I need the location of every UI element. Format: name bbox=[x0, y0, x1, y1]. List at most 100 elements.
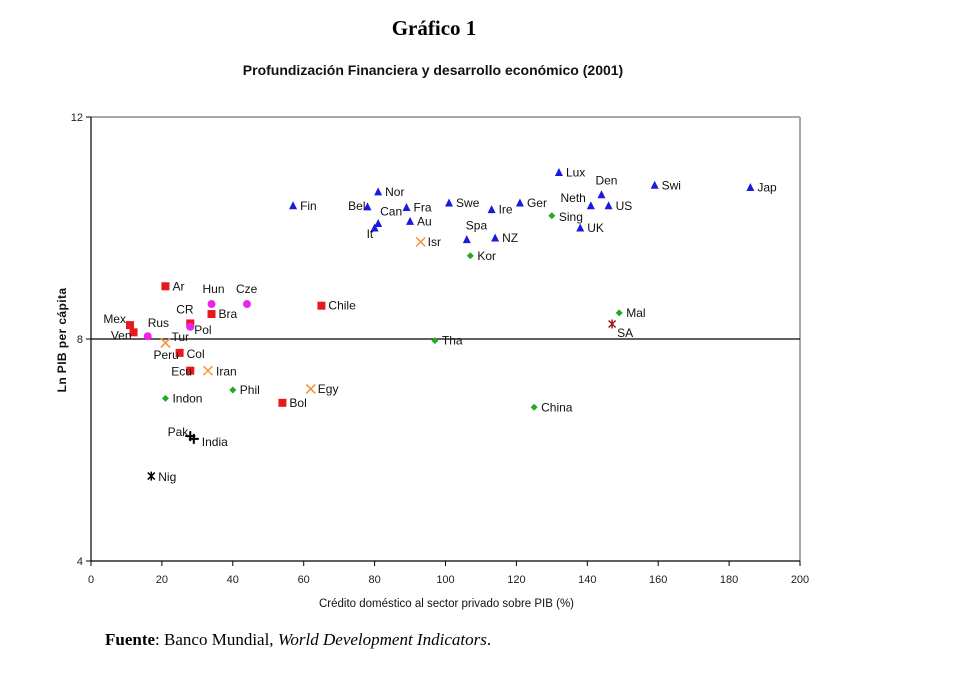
point-label-swi: Swi bbox=[662, 178, 681, 192]
point-label-tur: Tur bbox=[171, 330, 189, 344]
x-tick-label: 60 bbox=[298, 574, 310, 586]
point-neth bbox=[586, 201, 595, 210]
source-text: : Banco Mundial, bbox=[155, 630, 278, 649]
point-tha bbox=[431, 337, 439, 345]
point-mex bbox=[125, 321, 134, 330]
point-ar bbox=[161, 282, 170, 291]
x-tick-label: 120 bbox=[507, 574, 525, 586]
point-au bbox=[406, 216, 415, 225]
point-label-cze: Cze bbox=[236, 282, 258, 296]
point-label-nz: NZ bbox=[502, 231, 518, 245]
point-label-china: China bbox=[541, 400, 573, 414]
point-label-pak: Pak bbox=[168, 425, 190, 439]
point-label-tha: Tha bbox=[442, 334, 463, 348]
point-label-fra: Fra bbox=[414, 200, 432, 214]
y-axis-title: Ln PIB per cápita bbox=[55, 288, 69, 393]
point-label-nor: Nor bbox=[385, 185, 404, 199]
point-label-nig: Nig bbox=[158, 470, 176, 484]
point-label-india: India bbox=[202, 435, 228, 449]
point-pol bbox=[186, 322, 195, 331]
point-sing bbox=[548, 212, 556, 220]
point-china bbox=[530, 403, 538, 411]
point-label-bel: Bel bbox=[348, 199, 365, 213]
point-label-egy: Egy bbox=[318, 382, 339, 396]
point-hun bbox=[207, 300, 216, 309]
source-label: Fuente bbox=[105, 630, 156, 649]
point-label-iran: Iran bbox=[216, 365, 237, 379]
point-label-sing: Sing bbox=[559, 210, 583, 224]
point-label-bol: Bol bbox=[289, 396, 306, 410]
point-label-bra: Bra bbox=[219, 307, 238, 321]
chart-title: Profundización Financiera y desarrollo e… bbox=[242, 62, 624, 78]
point-label-mex: Mex bbox=[103, 312, 126, 326]
point-bel bbox=[363, 202, 372, 211]
point-col bbox=[175, 348, 184, 357]
point-label-ger: Ger bbox=[527, 196, 547, 210]
point-chile bbox=[317, 301, 326, 310]
point-jap bbox=[746, 182, 755, 191]
point-ger bbox=[515, 198, 524, 207]
point-label-au: Au bbox=[417, 214, 432, 228]
x-tick-label: 200 bbox=[791, 574, 809, 586]
point-nig bbox=[147, 471, 156, 481]
point-label-fin: Fin bbox=[300, 199, 317, 213]
point-rus bbox=[143, 332, 152, 341]
y-tick-label: 4 bbox=[77, 556, 83, 568]
point-bol bbox=[278, 398, 287, 407]
point-uk bbox=[576, 223, 585, 232]
point-label-rus: Rus bbox=[148, 316, 169, 330]
point-den bbox=[597, 190, 606, 199]
point-label-ecu: Ecu bbox=[171, 365, 192, 379]
figure-title: Gráfico 1 bbox=[391, 16, 477, 40]
x-tick-label: 20 bbox=[156, 574, 168, 586]
point-label-jap: Jap bbox=[757, 180, 777, 194]
point-nor bbox=[374, 187, 383, 196]
point-label-kor: Kor bbox=[477, 249, 496, 263]
data-points bbox=[125, 168, 755, 481]
point-label-us: US bbox=[616, 199, 633, 213]
point-label-peru: Peru bbox=[153, 348, 178, 362]
point-label-lux: Lux bbox=[566, 166, 585, 180]
x-tick-label: 80 bbox=[368, 574, 380, 586]
point-us bbox=[604, 201, 613, 210]
point-label-isr: Isr bbox=[428, 235, 441, 249]
point-label-neth: Neth bbox=[560, 191, 585, 205]
point-label-sa: SA bbox=[617, 326, 633, 340]
y-tick-label: 12 bbox=[71, 112, 83, 124]
point-label-ar: Ar bbox=[172, 279, 184, 293]
source-publication: World Development Indicators bbox=[277, 630, 487, 649]
axes bbox=[90, 116, 801, 562]
point-label-uk: UK bbox=[587, 221, 604, 235]
point-ecu bbox=[186, 366, 195, 375]
point-can bbox=[374, 219, 383, 228]
x-axis-title: Crédito doméstico al sector privado sobr… bbox=[319, 598, 574, 610]
point-iran bbox=[202, 365, 214, 376]
ticks: 0 20 40 60 80 100 120 140 160 180 200 4 8 12 bbox=[71, 112, 809, 586]
x-tick-label: 160 bbox=[649, 574, 667, 586]
point-label-pol: Pol bbox=[194, 323, 211, 337]
point-isr bbox=[415, 236, 426, 247]
point-lux bbox=[554, 168, 563, 176]
source-note: Fuente: Banco Mundial, World Development… bbox=[105, 630, 491, 650]
point-label-col: Col bbox=[187, 347, 205, 361]
point-label-indon: Indon bbox=[172, 391, 202, 405]
point-fra bbox=[402, 202, 411, 211]
point-label-spa: Spa bbox=[466, 219, 488, 233]
point-peru bbox=[160, 337, 171, 348]
point-label-phil: Phil bbox=[240, 383, 260, 397]
source-end: . bbox=[486, 630, 492, 649]
point-label-can: Can bbox=[380, 205, 402, 219]
point-mal bbox=[615, 309, 623, 317]
x-tick-label: 140 bbox=[578, 574, 596, 586]
point-label-cr: CR bbox=[176, 302, 194, 316]
point-india bbox=[188, 433, 199, 444]
point-label-swe: Swe bbox=[456, 196, 480, 210]
point-sa bbox=[608, 319, 617, 329]
point-fin bbox=[289, 201, 298, 210]
point-label-it: It bbox=[367, 227, 374, 241]
point-kor bbox=[466, 252, 474, 260]
point-phil bbox=[229, 386, 237, 394]
point-egy bbox=[305, 383, 316, 394]
